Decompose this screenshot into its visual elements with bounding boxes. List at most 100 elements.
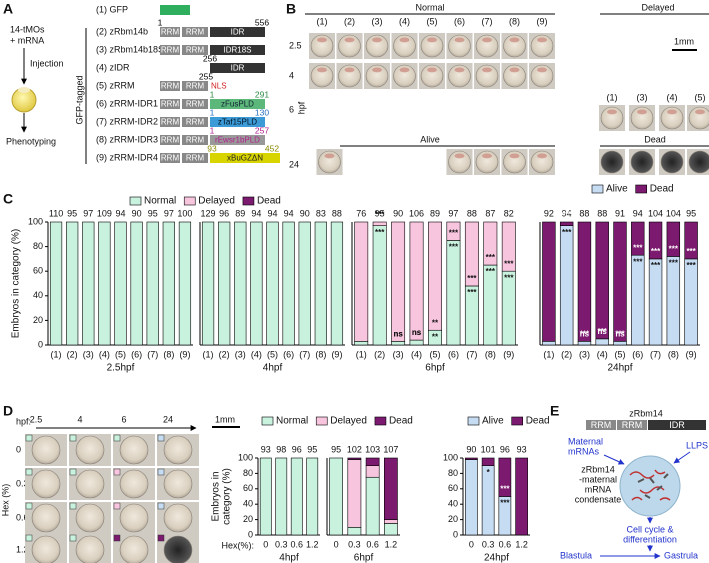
y-tick-label: 100: [28, 216, 43, 226]
embryo: [448, 64, 471, 88]
bar-segment: [330, 221, 344, 346]
bar-segment: [542, 221, 556, 342]
chart-title: 2.5hpf: [107, 363, 135, 374]
legend-label: Dead: [257, 196, 281, 207]
row-label: 2.5: [289, 40, 302, 50]
embryo: [448, 150, 471, 174]
y-tick-label: 80: [243, 468, 253, 478]
n-label: 90: [393, 208, 403, 218]
n-label: 96: [500, 444, 510, 454]
legend-swatch: [183, 196, 196, 206]
bar-segment: [218, 221, 231, 346]
scale-label: 1mm: [215, 414, 235, 424]
y-axis-label: category (%): [222, 468, 233, 525]
bar-segment: [347, 457, 362, 460]
y-axis-label: Embryos in: [211, 471, 222, 521]
embryo-images: Normal Delayed Alive Dead hpf 1mm (1) (2)…: [289, 2, 709, 175]
hex-level: 0: [16, 444, 21, 454]
row-label: 6: [289, 104, 294, 114]
bar-segment: [365, 457, 380, 466]
arrow: [603, 454, 625, 465]
embryo: [600, 106, 624, 130]
legend-label: Normal: [276, 416, 308, 427]
domain: [160, 99, 180, 109]
significance: **: [432, 318, 439, 327]
significance: ***: [486, 253, 496, 262]
position-number: 452: [265, 143, 279, 153]
domain-label: RRM: [161, 118, 180, 127]
category-tag: [69, 502, 77, 510]
legend-swatch: [467, 416, 480, 426]
embryo: [530, 34, 554, 58]
n-label: 96: [219, 208, 229, 218]
chart-title: 4hpf: [263, 363, 283, 374]
domain-label: IDR: [231, 64, 245, 73]
domain: [182, 153, 208, 163]
domain-label: RRM: [186, 28, 205, 37]
n-label: 89: [235, 208, 245, 218]
domain: [210, 99, 265, 109]
construct-name: (9) zRRM-IDR4: [96, 152, 158, 162]
time-header: hpf:: [16, 416, 31, 426]
position-number: 1: [210, 89, 215, 99]
bar-segment: [275, 457, 288, 536]
n-label: 88: [467, 208, 477, 218]
n-label: 95: [307, 444, 317, 454]
embryo-cells: [324, 153, 335, 159]
position-number: 93: [207, 143, 217, 153]
embryo: [475, 150, 499, 174]
n-label: 95: [331, 444, 341, 454]
domain: [160, 135, 180, 145]
panel-label: E: [550, 403, 559, 419]
embryo-cells: [509, 153, 520, 159]
x-tick-label: (2): [219, 349, 230, 359]
bar-segment: [559, 225, 574, 346]
legend-swatch: [511, 416, 523, 426]
embryo: [688, 150, 709, 174]
y-tick-label: 0: [453, 529, 458, 539]
workflow-text: + mRNA: [10, 35, 44, 45]
scale-label: 1mm: [674, 36, 694, 46]
bar-segment: [250, 221, 263, 346]
y-tick-label: 60: [448, 483, 458, 493]
x-tick-label: (7): [650, 349, 661, 359]
domain-label: RRM: [161, 100, 180, 109]
bar-segment: [162, 221, 175, 346]
time-label: 4: [77, 414, 82, 424]
bar-segment: [465, 457, 478, 460]
time-label: 2.5: [30, 414, 43, 424]
bar-segment: [49, 221, 63, 346]
position-number: 556: [255, 17, 269, 27]
column-label: (3): [372, 16, 383, 26]
embryo: [420, 34, 444, 58]
significance: ***: [500, 485, 510, 494]
embryo: [163, 435, 193, 465]
x-tick-label: (6): [131, 349, 142, 359]
n-label: 90: [466, 444, 476, 454]
bar-segment: [365, 465, 380, 478]
y-tick-label: 60: [243, 483, 253, 493]
category-tag: [113, 534, 121, 542]
workflow-text: Injection: [30, 58, 64, 68]
embryo-cells: [607, 109, 617, 115]
n-label: 97: [83, 208, 93, 218]
x-tick-label: (4): [99, 349, 110, 359]
bar-segment: [384, 519, 398, 524]
chart-title: 6hpf: [425, 363, 445, 374]
embryo: [31, 469, 61, 499]
n-label: 95: [148, 208, 158, 218]
x-tick-label: (1): [356, 349, 367, 359]
row-label: 4: [289, 70, 294, 80]
category-tag: [113, 502, 121, 510]
significance: ***: [449, 243, 459, 252]
domain: [182, 117, 208, 127]
x-tick-label: (4): [251, 349, 262, 359]
x-tick-label: (3): [579, 349, 590, 359]
domain: [617, 420, 647, 430]
domain: [648, 420, 706, 430]
legend-label: Dead: [526, 416, 550, 427]
x-axis-label: Hex(%):: [221, 540, 254, 550]
group-label: GFP-tagged: [74, 75, 84, 124]
n-label: 96: [292, 444, 302, 454]
category-tag: [113, 434, 121, 442]
